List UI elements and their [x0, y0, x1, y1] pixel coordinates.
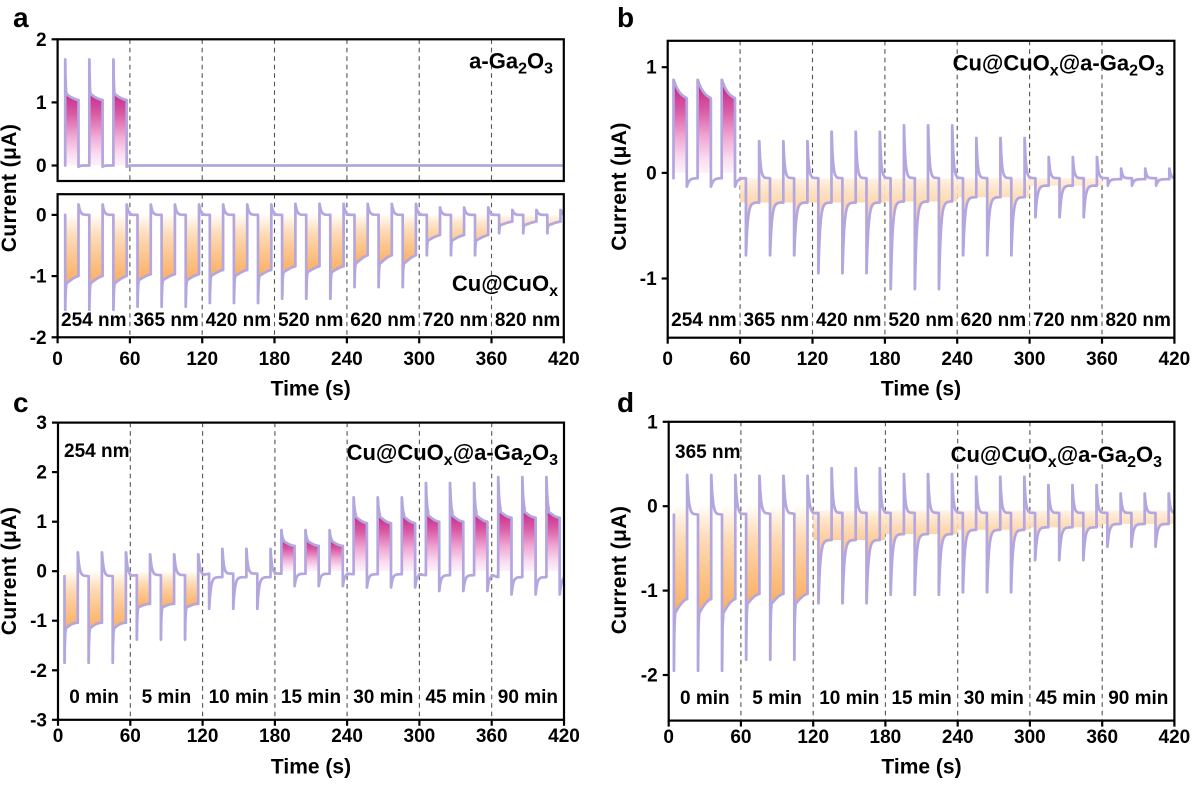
svg-text:180: 180 [870, 727, 902, 748]
svg-text:120: 120 [187, 726, 219, 747]
svg-text:254 nm: 254 nm [61, 310, 126, 331]
svg-text:Current (μA): Current (μA) [608, 506, 631, 634]
svg-text:-1: -1 [640, 269, 657, 290]
svg-text:Current (μA): Current (μA) [0, 124, 21, 252]
svg-text:Cu@CuOx​@a-Ga2​O3​: Cu@CuOx​@a-Ga2​O3​ [951, 442, 1163, 471]
svg-text:720 nm: 720 nm [423, 310, 488, 331]
svg-text:0: 0 [647, 497, 658, 518]
svg-text:120: 120 [186, 349, 218, 370]
svg-text:620 nm: 620 nm [961, 310, 1026, 331]
svg-text:0: 0 [646, 163, 657, 184]
svg-text:360: 360 [1086, 349, 1118, 370]
svg-text:1: 1 [36, 93, 47, 114]
svg-text:1: 1 [647, 412, 658, 433]
svg-text:Time (s): Time (s) [271, 756, 351, 779]
svg-text:520 nm: 520 nm [888, 310, 953, 331]
svg-text:c: c [13, 387, 29, 418]
svg-text:0: 0 [663, 727, 674, 748]
svg-text:300: 300 [403, 349, 435, 370]
svg-text:240: 240 [942, 727, 974, 748]
svg-text:300: 300 [1014, 349, 1046, 370]
svg-text:2: 2 [36, 30, 47, 51]
svg-text:0: 0 [36, 205, 47, 226]
svg-text:365 nm: 365 nm [675, 442, 740, 463]
svg-text:a-Ga2​O3​: a-Ga2​O3​ [469, 49, 553, 78]
svg-text:-2: -2 [641, 666, 658, 687]
svg-text:-3: -3 [30, 710, 47, 731]
svg-text:60: 60 [730, 727, 751, 748]
svg-text:-2: -2 [30, 328, 47, 349]
svg-text:420 nm: 420 nm [816, 310, 881, 331]
svg-text:0: 0 [53, 726, 64, 747]
svg-text:90 min: 90 min [498, 687, 558, 708]
svg-text:-2: -2 [30, 661, 47, 682]
svg-text:45 min: 45 min [1036, 688, 1096, 709]
svg-text:720 nm: 720 nm [1033, 310, 1098, 331]
svg-text:10 min: 10 min [209, 687, 269, 708]
svg-text:240: 240 [941, 349, 973, 370]
svg-text:360: 360 [476, 726, 508, 747]
svg-text:45 min: 45 min [425, 687, 485, 708]
svg-text:0: 0 [36, 156, 47, 177]
svg-text:0: 0 [36, 562, 47, 583]
svg-text:5 min: 5 min [752, 688, 802, 709]
svg-text:d: d [617, 387, 634, 418]
svg-text:90 min: 90 min [1108, 688, 1168, 709]
svg-text:15 min: 15 min [891, 688, 951, 709]
svg-text:Current (μA): Current (μA) [608, 122, 631, 250]
svg-text:30 min: 30 min [353, 687, 413, 708]
svg-text:0 min: 0 min [680, 688, 730, 709]
svg-text:Time (s): Time (s) [881, 756, 961, 779]
svg-text:0: 0 [52, 349, 63, 370]
svg-text:-1: -1 [30, 267, 47, 288]
svg-text:180: 180 [869, 349, 901, 370]
svg-text:0: 0 [662, 349, 673, 370]
svg-text:420: 420 [1159, 349, 1191, 370]
svg-text:365 nm: 365 nm [133, 310, 198, 331]
svg-text:60: 60 [119, 349, 140, 370]
svg-text:180: 180 [259, 349, 291, 370]
svg-text:10 min: 10 min [819, 688, 879, 709]
svg-text:240: 240 [331, 349, 363, 370]
svg-text:520 nm: 520 nm [278, 310, 343, 331]
svg-text:2: 2 [36, 463, 47, 484]
svg-text:1: 1 [646, 58, 657, 79]
svg-text:Cu@CuOx​@a-Ga2​O3​: Cu@CuOx​@a-Ga2​O3​ [953, 51, 1165, 80]
svg-text:-1: -1 [641, 581, 658, 602]
svg-text:180: 180 [259, 726, 291, 747]
svg-text:b: b [617, 2, 634, 33]
svg-text:620 nm: 620 nm [350, 310, 415, 331]
svg-text:30 min: 30 min [964, 688, 1024, 709]
svg-text:-1: -1 [30, 611, 47, 632]
svg-text:254 nm: 254 nm [671, 310, 736, 331]
svg-text:120: 120 [797, 349, 829, 370]
svg-text:15 min: 15 min [281, 687, 341, 708]
svg-text:Current (μA): Current (μA) [0, 507, 21, 635]
svg-text:60: 60 [120, 726, 141, 747]
svg-text:360: 360 [1086, 727, 1118, 748]
svg-text:Cu@CuOx​@a-Ga2​O3​: Cu@CuOx​@a-Ga2​O3​ [347, 440, 559, 469]
svg-text:300: 300 [1014, 727, 1046, 748]
svg-text:365 nm: 365 nm [744, 310, 809, 331]
svg-text:1: 1 [36, 512, 47, 533]
svg-text:3: 3 [36, 413, 47, 434]
svg-text:420: 420 [1159, 727, 1191, 748]
svg-text:240: 240 [331, 726, 363, 747]
svg-text:a: a [13, 2, 29, 33]
svg-text:0 min: 0 min [69, 687, 119, 708]
svg-text:60: 60 [730, 349, 751, 370]
svg-text:Cu@CuOx​: Cu@CuOx​ [452, 271, 558, 300]
svg-text:420: 420 [548, 349, 580, 370]
svg-text:300: 300 [404, 726, 436, 747]
svg-text:Time (s): Time (s) [271, 377, 351, 400]
svg-text:420 nm: 420 nm [206, 310, 271, 331]
svg-text:254 nm: 254 nm [64, 441, 129, 462]
svg-text:360: 360 [476, 349, 508, 370]
svg-text:820 nm: 820 nm [1105, 310, 1170, 331]
svg-text:120: 120 [797, 727, 829, 748]
svg-text:Time (s): Time (s) [881, 377, 961, 400]
svg-text:420: 420 [548, 726, 580, 747]
svg-text:820 nm: 820 nm [495, 310, 560, 331]
svg-text:5 min: 5 min [142, 687, 192, 708]
